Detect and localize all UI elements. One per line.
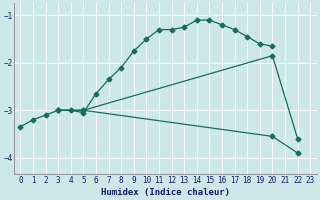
X-axis label: Humidex (Indice chaleur): Humidex (Indice chaleur): [101, 188, 230, 197]
